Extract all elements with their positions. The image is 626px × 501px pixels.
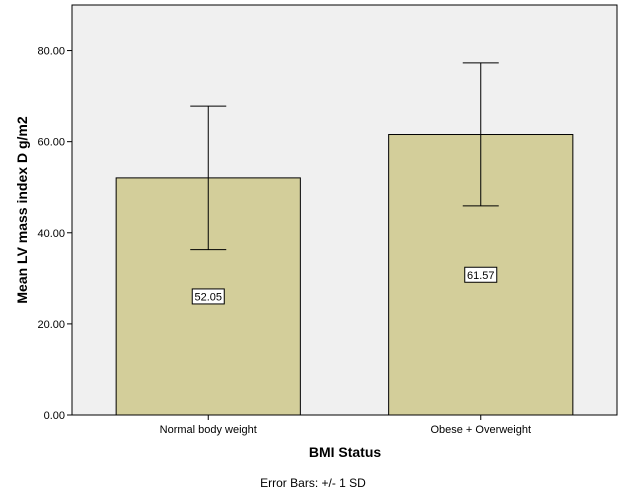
- x-axis-title: BMI Status: [309, 444, 382, 460]
- data-label-box: [464, 266, 498, 283]
- x-tick-label: Obese + Overweight: [430, 424, 531, 436]
- y-tick-label: 0.00: [44, 410, 65, 422]
- x-tick-label: Normal body weight: [160, 424, 257, 436]
- footnote: Error Bars: +/- 1 SD: [260, 476, 366, 490]
- y-axis-title: Mean LV mass index D g/m2: [14, 116, 30, 303]
- y-tick-label: 20.00: [37, 319, 65, 331]
- y-tick-label: 60.00: [37, 137, 65, 149]
- y-tick-label: 80.00: [37, 46, 65, 58]
- x-axis: Normal body weight Obese + Overweight: [160, 415, 531, 436]
- bars: 52.05 61.57: [115, 62, 574, 416]
- data-label: 52.05: [194, 291, 222, 303]
- y-tick-label: 40.00: [37, 228, 65, 240]
- data-label: 61.57: [467, 270, 495, 282]
- y-axis: 0.00 20.00 40.00 60.00 80.00: [37, 46, 72, 422]
- data-label-box: [191, 288, 225, 305]
